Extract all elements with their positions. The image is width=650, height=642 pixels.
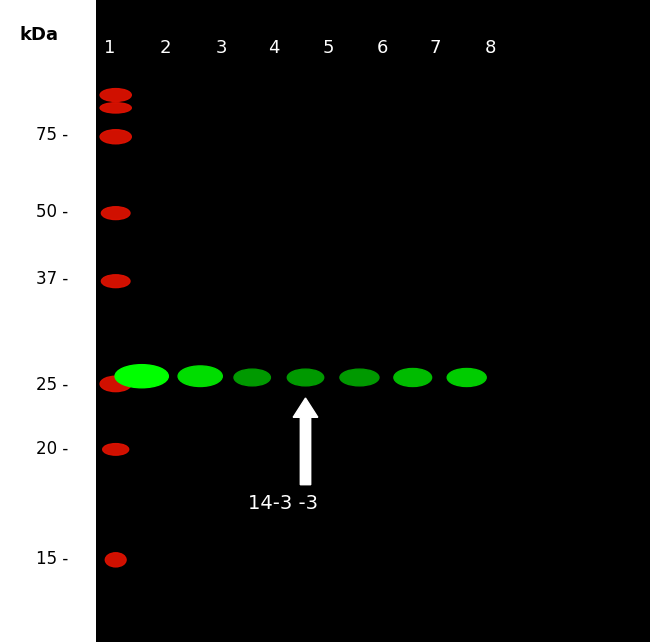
Text: 20 -: 20 - <box>36 440 68 458</box>
Ellipse shape <box>100 103 131 113</box>
Text: 14-3 -3: 14-3 -3 <box>248 494 318 514</box>
Text: 25 -: 25 - <box>36 376 68 394</box>
Bar <box>0 0 96 642</box>
Ellipse shape <box>103 444 129 455</box>
Text: 2: 2 <box>160 39 172 56</box>
Text: 5: 5 <box>322 39 334 56</box>
Text: 7: 7 <box>430 39 441 56</box>
Ellipse shape <box>105 553 126 567</box>
Text: 50 -: 50 - <box>36 203 68 221</box>
Text: 6: 6 <box>376 39 388 56</box>
Text: 37 -: 37 - <box>36 270 68 288</box>
Text: 8: 8 <box>485 39 497 56</box>
Text: 15 -: 15 - <box>36 550 68 568</box>
Ellipse shape <box>340 369 379 386</box>
Text: 75 -: 75 - <box>36 126 68 144</box>
Ellipse shape <box>234 369 270 386</box>
Text: 4: 4 <box>268 39 280 56</box>
Text: 3: 3 <box>215 39 227 56</box>
Ellipse shape <box>101 275 130 288</box>
Ellipse shape <box>100 376 131 392</box>
Ellipse shape <box>447 369 486 386</box>
Text: kDa: kDa <box>20 26 58 44</box>
Ellipse shape <box>287 369 324 386</box>
Text: 1: 1 <box>103 39 115 56</box>
Ellipse shape <box>100 89 131 101</box>
Ellipse shape <box>178 366 222 386</box>
Ellipse shape <box>101 207 130 220</box>
Ellipse shape <box>100 130 131 144</box>
Ellipse shape <box>394 369 432 386</box>
Ellipse shape <box>115 365 168 388</box>
FancyArrow shape <box>293 398 318 485</box>
